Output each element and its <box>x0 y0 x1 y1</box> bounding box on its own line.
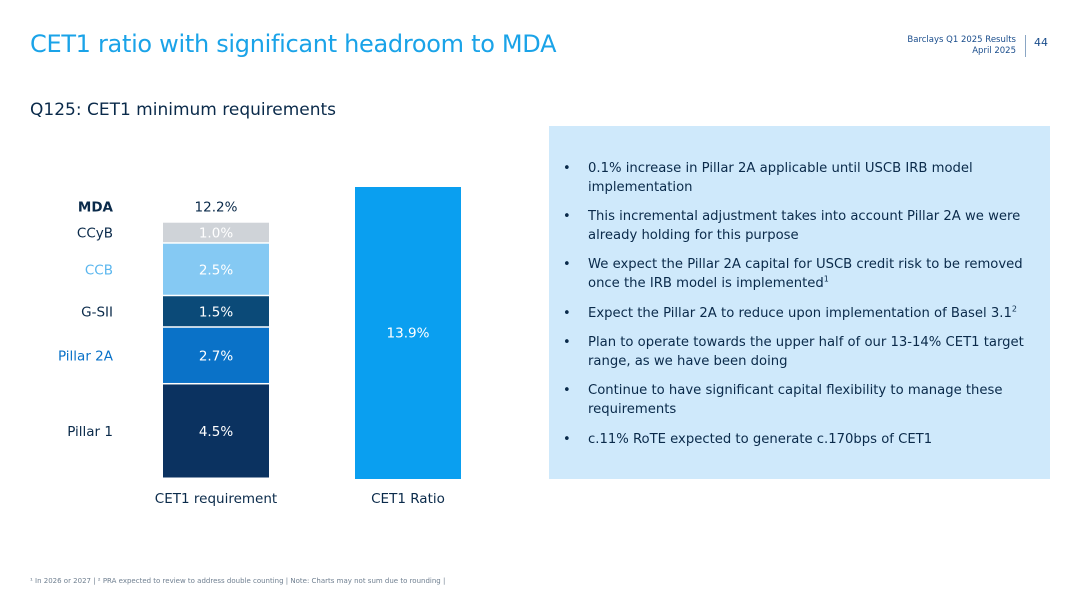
bar-ccb <box>163 243 269 295</box>
data-label-pillar-1: 4.5% <box>199 424 233 440</box>
bullet-item: • This incremental adjustment takes into … <box>563 208 1032 245</box>
bullet-text: This incremental adjustment takes into a… <box>588 209 1021 243</box>
bullet-dot-icon: • <box>563 257 571 273</box>
bar-pillar-1 <box>163 384 269 478</box>
category-label: CET1 Ratio <box>371 491 445 507</box>
bullet-dot-icon: • <box>563 335 571 351</box>
report-date: April 2025 <box>972 46 1016 56</box>
bullet-dot-icon: • <box>563 431 571 447</box>
commentary-panel: • 0.1% increase in Pillar 2A applicable u… <box>549 126 1050 479</box>
row-label-pillar-1: Pillar 1 <box>67 424 113 440</box>
footnote: ¹ In 2026 or 2027 | ² PRA expected to re… <box>30 577 446 585</box>
data-label-cet1-ratio: 13.9% <box>387 326 430 342</box>
bullet-dot-icon: • <box>563 161 571 176</box>
bullet-dot-icon: • <box>563 305 571 321</box>
bullet-item: • Continue to have significant capital fl… <box>563 382 1032 419</box>
bullet-text: Expect the Pillar 2A to reduce upon impl… <box>588 305 1012 321</box>
report-meta: Barclays Q1 2025 Results April 2025 <box>907 35 1016 57</box>
footnote-ref: 1 <box>823 274 829 284</box>
row-label-ccyb: CCyB <box>77 226 113 242</box>
bullet-item: • We expect the Pillar 2A capital for USC… <box>563 256 1032 293</box>
bullet-dot-icon: • <box>563 209 571 225</box>
bullet-list: • 0.1% increase in Pillar 2A applicable u… <box>563 160 1032 449</box>
chart-subtitle: Q125: CET1 minimum requirements <box>30 100 337 120</box>
bullet-item: • Expect the Pillar 2A to reduce upon imp… <box>563 305 1032 324</box>
report-name: Barclays Q1 2025 Results <box>907 35 1016 45</box>
mda-label: MDA <box>78 200 114 216</box>
data-label-g-sii: 1.5% <box>199 304 233 320</box>
bullet-dot-icon: • <box>563 383 571 399</box>
bar-pillar-2a <box>163 327 269 383</box>
category-label: CET1 requirement <box>155 491 277 507</box>
mda-value-label: 12.2% <box>195 200 238 216</box>
bullet-text: Continue to have significant capital fle… <box>588 383 1003 417</box>
bullet-item: • Plan to operate towards the upper half … <box>563 334 1032 371</box>
row-label-ccb: CCB <box>85 262 113 278</box>
bar-g-sii <box>163 296 269 327</box>
bullet-text: Plan to operate towards the upper half o… <box>588 335 1024 369</box>
bar-cet1-ratio <box>355 187 461 479</box>
cet1-chart: 4.5% Pillar 1 2.7% Pillar 2A 1.5% G-SII 2.5% CC… <box>58 187 461 507</box>
row-label-pillar-2a: Pillar 2A <box>58 349 114 365</box>
footnote-ref: 2 <box>1011 304 1017 314</box>
data-label-pillar-2a: 2.7% <box>199 349 233 365</box>
slide-title: CET1 ratio with significant headroom to … <box>30 30 557 58</box>
bullet-item: • c.11% RoTE expected to generate c.170bp… <box>563 431 1032 450</box>
page-number: 44 <box>1034 36 1048 49</box>
meta-divider <box>1025 35 1026 57</box>
bullet-text: 0.1% increase in Pillar 2A applicable un… <box>588 161 973 195</box>
bullet-text: c.11% RoTE expected to generate c.170bps… <box>588 431 933 447</box>
row-label-g-sii: G-SII <box>81 304 113 320</box>
data-label-ccyb: 1.0% <box>199 226 233 242</box>
bullet-item: • 0.1% increase in Pillar 2A applicable u… <box>563 160 1032 197</box>
bar-ccyb <box>163 222 269 243</box>
data-label-ccb: 2.5% <box>199 262 233 278</box>
bullet-text: We expect the Pillar 2A capital for USCB… <box>588 257 1023 291</box>
